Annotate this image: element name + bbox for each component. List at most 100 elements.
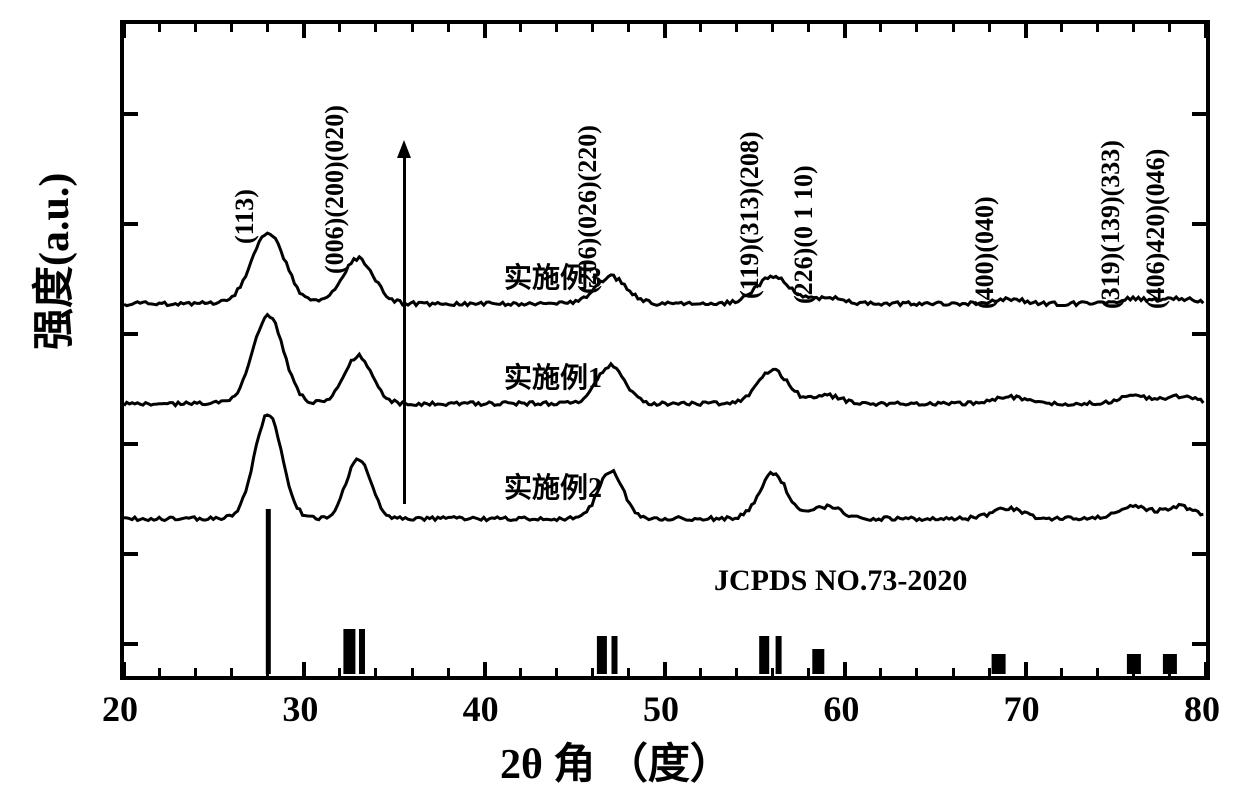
reference-stick — [343, 629, 355, 674]
x-tick — [158, 24, 161, 32]
x-tick — [1060, 24, 1063, 32]
y-tick — [1192, 442, 1206, 446]
x-tick — [915, 24, 918, 32]
x-tick — [843, 662, 847, 676]
y-tick — [124, 642, 138, 646]
x-tick — [1024, 662, 1028, 676]
x-tick — [843, 24, 847, 38]
x-tick — [483, 662, 487, 676]
x-tick — [699, 24, 702, 32]
x-tick — [807, 24, 810, 32]
peak-label: (119)(313)(208) — [735, 131, 765, 299]
reference-stick — [266, 509, 271, 674]
arrow-head — [397, 140, 411, 158]
x-tick-label: 20 — [102, 688, 138, 730]
y-tick — [124, 552, 138, 556]
x-tick-label: 60 — [823, 688, 859, 730]
x-tick — [266, 24, 269, 32]
x-tick — [952, 24, 955, 32]
xrd-curve — [124, 233, 1203, 306]
x-tick — [374, 24, 377, 32]
x-tick — [735, 24, 738, 32]
x-tick — [122, 662, 126, 676]
x-tick-label: 70 — [1004, 688, 1040, 730]
x-tick — [230, 668, 233, 676]
x-tick — [302, 24, 306, 38]
x-tick — [338, 24, 341, 32]
x-tick — [699, 668, 702, 676]
y-tick — [124, 112, 138, 116]
x-tick-label: 30 — [282, 688, 318, 730]
x-tick — [122, 24, 126, 38]
xrd-plot — [124, 24, 1206, 676]
x-tick — [158, 668, 161, 676]
x-tick — [519, 24, 522, 32]
x-tick — [1132, 24, 1135, 32]
peak-label: (226)(0 1 10) — [789, 165, 819, 304]
peak-label: (206)(026)(220) — [573, 125, 603, 294]
y-axis-label: 强度(a.u.) — [20, 173, 81, 350]
x-tick — [591, 24, 594, 32]
peak-label: (400)(040) — [970, 196, 1000, 309]
x-tick — [663, 662, 667, 676]
y-tick — [124, 332, 138, 336]
reference-stick — [612, 636, 618, 674]
x-tick — [952, 668, 955, 676]
x-tick — [988, 24, 991, 32]
x-tick — [627, 24, 630, 32]
x-tick — [1060, 668, 1063, 676]
x-tick — [338, 668, 341, 676]
reference-stick — [992, 654, 1006, 674]
x-tick — [266, 668, 269, 676]
reference-stick — [759, 636, 769, 674]
y-tick — [124, 442, 138, 446]
x-tick — [1204, 24, 1208, 38]
x-tick — [735, 668, 738, 676]
reference-label: JCPDS NO.73-2020 — [714, 564, 967, 598]
y-tick — [1192, 552, 1206, 556]
x-tick-label: 80 — [1184, 688, 1220, 730]
x-tick — [591, 668, 594, 676]
x-tick — [988, 668, 991, 676]
y-tick — [1192, 222, 1206, 226]
x-tick — [879, 668, 882, 676]
x-tick — [1168, 668, 1171, 676]
x-tick — [555, 668, 558, 676]
x-tick — [771, 24, 774, 32]
x-tick — [411, 668, 414, 676]
arrow-line — [403, 154, 406, 504]
reference-stick — [597, 636, 607, 674]
x-tick — [879, 24, 882, 32]
x-tick — [194, 668, 197, 676]
x-tick-label: 50 — [643, 688, 679, 730]
x-tick-label: 40 — [463, 688, 499, 730]
x-tick — [627, 668, 630, 676]
x-tick — [230, 24, 233, 32]
x-tick — [663, 24, 667, 38]
x-tick — [1204, 662, 1208, 676]
x-tick — [194, 24, 197, 32]
x-tick — [447, 24, 450, 32]
x-tick — [483, 24, 487, 38]
y-tick — [1192, 112, 1206, 116]
peak-label: (406)420)(046) — [1141, 149, 1171, 309]
xrd-curve — [124, 315, 1203, 406]
y-tick — [1192, 642, 1206, 646]
reference-stick — [812, 649, 824, 674]
y-tick — [1192, 332, 1206, 336]
x-axis-label: 2θ 角 （度） — [500, 730, 732, 791]
x-tick — [555, 24, 558, 32]
x-tick — [1132, 668, 1135, 676]
y-tick — [124, 222, 138, 226]
x-tick — [1024, 24, 1028, 38]
chart-frame: 实施例3实施例1实施例2JCPDS NO.73-2020(113)(006)(2… — [120, 20, 1210, 680]
x-tick — [447, 668, 450, 676]
x-tick — [519, 668, 522, 676]
xrd-curve — [124, 415, 1203, 521]
reference-stick — [776, 636, 782, 674]
curve-label: 实施例1 — [504, 356, 602, 396]
x-tick — [302, 662, 306, 676]
x-tick — [1168, 24, 1171, 32]
x-tick — [411, 24, 414, 32]
x-tick — [915, 668, 918, 676]
